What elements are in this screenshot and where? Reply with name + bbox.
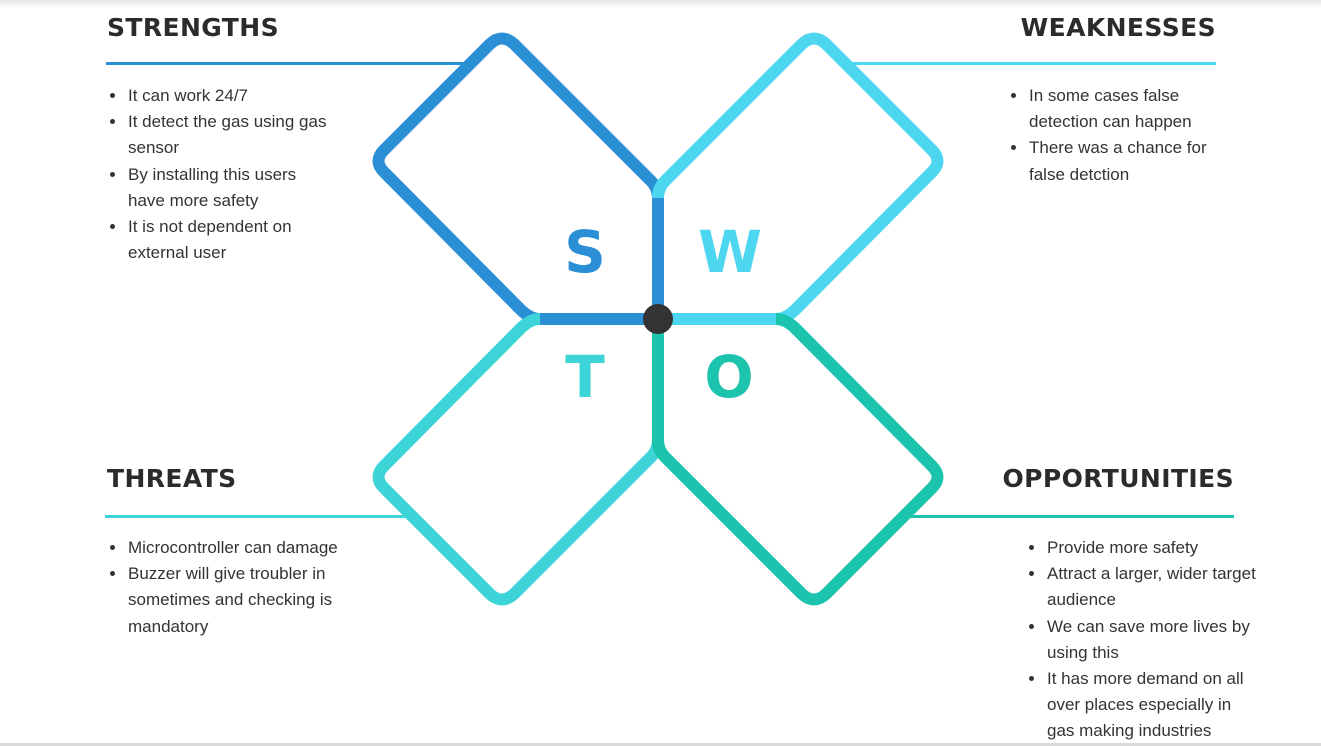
- list-item: There was a chance for false detction: [1028, 135, 1228, 187]
- strengths-letter: S: [564, 218, 606, 286]
- opportunities-petal: [652, 313, 944, 606]
- center-dot: [643, 304, 673, 334]
- list-item: We can save more lives by using this: [1046, 614, 1258, 666]
- opportunities-list: Provide more safety Attract a larger, wi…: [1026, 535, 1258, 745]
- weaknesses-petal: [652, 32, 944, 325]
- weaknesses-heading: WEAKNESSES: [1020, 13, 1216, 42]
- threats-petal: [372, 313, 664, 606]
- strengths-petal: [372, 32, 664, 325]
- list-item: Buzzer will give troubler in sometimes a…: [127, 561, 377, 640]
- threats-heading: THREATS: [107, 464, 237, 493]
- threats-letter: T: [565, 343, 605, 411]
- weaknesses-list: In some cases false detection can happen…: [1008, 83, 1228, 188]
- top-shadow: [0, 0, 1321, 8]
- list-item: In some cases false detection can happen: [1028, 83, 1228, 135]
- strengths-heading: STRENGTHS: [107, 13, 279, 42]
- list-item: By installing this users have more safet…: [127, 162, 332, 214]
- threats-rule: [105, 515, 405, 518]
- strengths-list: It can work 24/7 It detect the gas using…: [107, 83, 332, 266]
- list-item: It detect the gas using gas sensor: [127, 109, 332, 161]
- opportunities-heading: OPPORTUNITIES: [1002, 464, 1234, 493]
- list-item: It has more demand on all over places es…: [1046, 666, 1258, 745]
- weaknesses-rule: [850, 62, 1216, 65]
- bottom-border: [0, 743, 1321, 746]
- list-item: It is not dependent on external user: [127, 214, 332, 266]
- weaknesses-letter: W: [698, 218, 762, 286]
- list-item: Attract a larger, wider target audience: [1046, 561, 1258, 613]
- threats-list: Microcontroller can damage Buzzer will g…: [107, 535, 377, 640]
- opportunities-rule: [905, 515, 1234, 518]
- opportunities-letter: O: [704, 343, 753, 411]
- strengths-rule: [106, 62, 466, 65]
- list-item: Provide more safety: [1046, 535, 1258, 561]
- list-item: It can work 24/7: [127, 83, 332, 109]
- list-item: Microcontroller can damage: [127, 535, 377, 561]
